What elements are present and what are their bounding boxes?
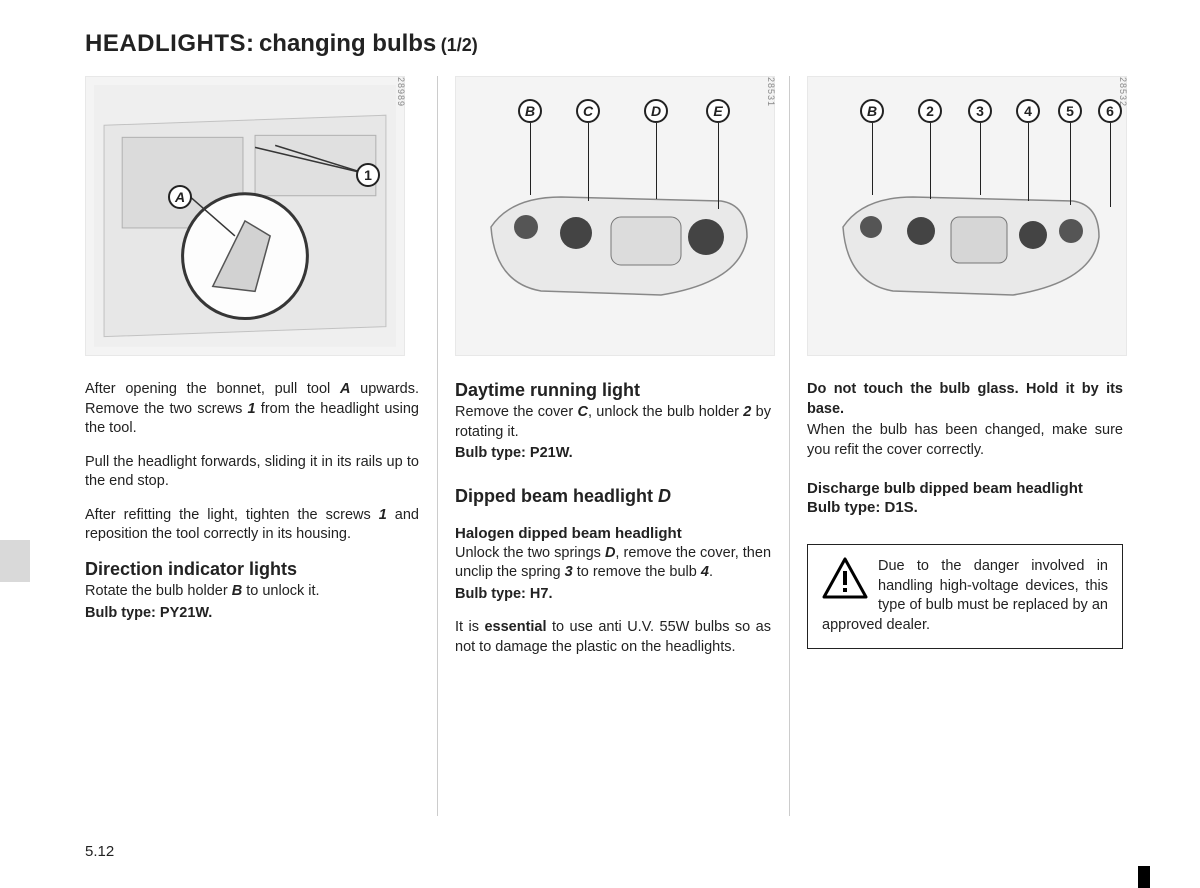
callout-B2: B (860, 99, 884, 123)
warning-box: Due to the danger involved in handling h… (807, 544, 1123, 648)
col1-p4: Rotate the bulb holder B to unlock it. (85, 582, 419, 602)
col2-bulb-h7: Bulb type: H7. (455, 585, 771, 605)
col1-bulb-type: Bulb type: PY21W. (85, 604, 419, 624)
col2-heading-daytime: Daytime running light (455, 380, 771, 401)
callout-4: 4 (1016, 99, 1040, 123)
warning-icon (822, 557, 868, 599)
figure-1: 28989 A 1 (85, 76, 405, 356)
title-count: (1/2) (441, 35, 478, 55)
lead-line (1110, 123, 1111, 207)
page-title: HEADLIGHTS: changing bulbs (1/2) (85, 30, 1145, 58)
title-main: HEADLIGHTS: (85, 30, 255, 57)
figure-2-id: 28531 (766, 77, 776, 107)
column-1: 28989 A 1 (85, 76, 437, 672)
col1-p2: Pull the headlight forwards, sliding it … (85, 453, 419, 492)
col1-heading-direction: Direction indicator lights (85, 559, 419, 580)
col3-p1: Do not touch the bulb glass. Hold it by … (807, 380, 1123, 419)
title-sub: changing bulbs (259, 30, 436, 57)
col1-p1: After opening the bonnet, pull tool A up… (85, 380, 419, 439)
figure-2: 28531 B C D E (455, 76, 775, 356)
callout-D: D (644, 99, 668, 123)
figure-1-id: 28989 (396, 77, 406, 107)
callout-1: 1 (356, 163, 380, 187)
callout-5: 5 (1058, 99, 1082, 123)
callout-2: 2 (918, 99, 942, 123)
column-3: 28532 B 2 (789, 76, 1141, 672)
lead-line (656, 123, 657, 199)
callout-3: 3 (968, 99, 992, 123)
headlight-rear-view-2 (833, 187, 1103, 307)
lead-line (530, 123, 531, 195)
column-divider-1 (437, 76, 438, 816)
columns: 28989 A 1 (85, 76, 1145, 672)
page-number: 5.12 (85, 843, 114, 860)
col2-heading-dipped: Dipped beam headlight D (455, 486, 771, 507)
lead-line (588, 123, 589, 201)
col2-bulb-p21w: Bulb type: P21W. (455, 444, 771, 464)
lead-line (872, 123, 873, 195)
col2-p1: Remove the cover C, unlock the bulb hold… (455, 403, 771, 442)
callout-E: E (706, 99, 730, 123)
lead-line (718, 123, 719, 209)
col1-p3: After refitting the light, tighten the s… (85, 506, 419, 545)
callout-6: 6 (1098, 99, 1122, 123)
callout-B: B (518, 99, 542, 123)
col2-p5: It is essential to use anti U.V. 55W bul… (455, 618, 771, 657)
lead-line (1070, 123, 1071, 205)
col2-p3: Unlock the two springs D, remove the cov… (455, 544, 771, 583)
callout-A: A (168, 185, 192, 209)
col3-heading-discharge: Discharge bulb dipped beam headlight (807, 480, 1123, 497)
lead-line (980, 123, 981, 195)
col2-heading-halogen: Halogen dipped beam headlight (455, 525, 771, 542)
column-divider-2 (789, 76, 790, 816)
corner-crop-mark (1138, 866, 1150, 888)
figure-3-id: 28532 (1118, 77, 1128, 107)
engine-bay-sketch (94, 85, 396, 347)
col3-bulb-d1s: Bulb type: D1S. (807, 499, 1123, 516)
column-2: 28531 B C D E (437, 76, 789, 672)
figure-3: 28532 B 2 (807, 76, 1127, 356)
col3-p2: When the bulb has been changed, make sur… (807, 421, 1123, 460)
lead-line (930, 123, 931, 199)
headlight-rear-view-1 (481, 187, 751, 307)
callout-C: C (576, 99, 600, 123)
lead-line (1028, 123, 1029, 201)
manual-page: HEADLIGHTS: changing bulbs (1/2) 28989 (0, 0, 1200, 888)
